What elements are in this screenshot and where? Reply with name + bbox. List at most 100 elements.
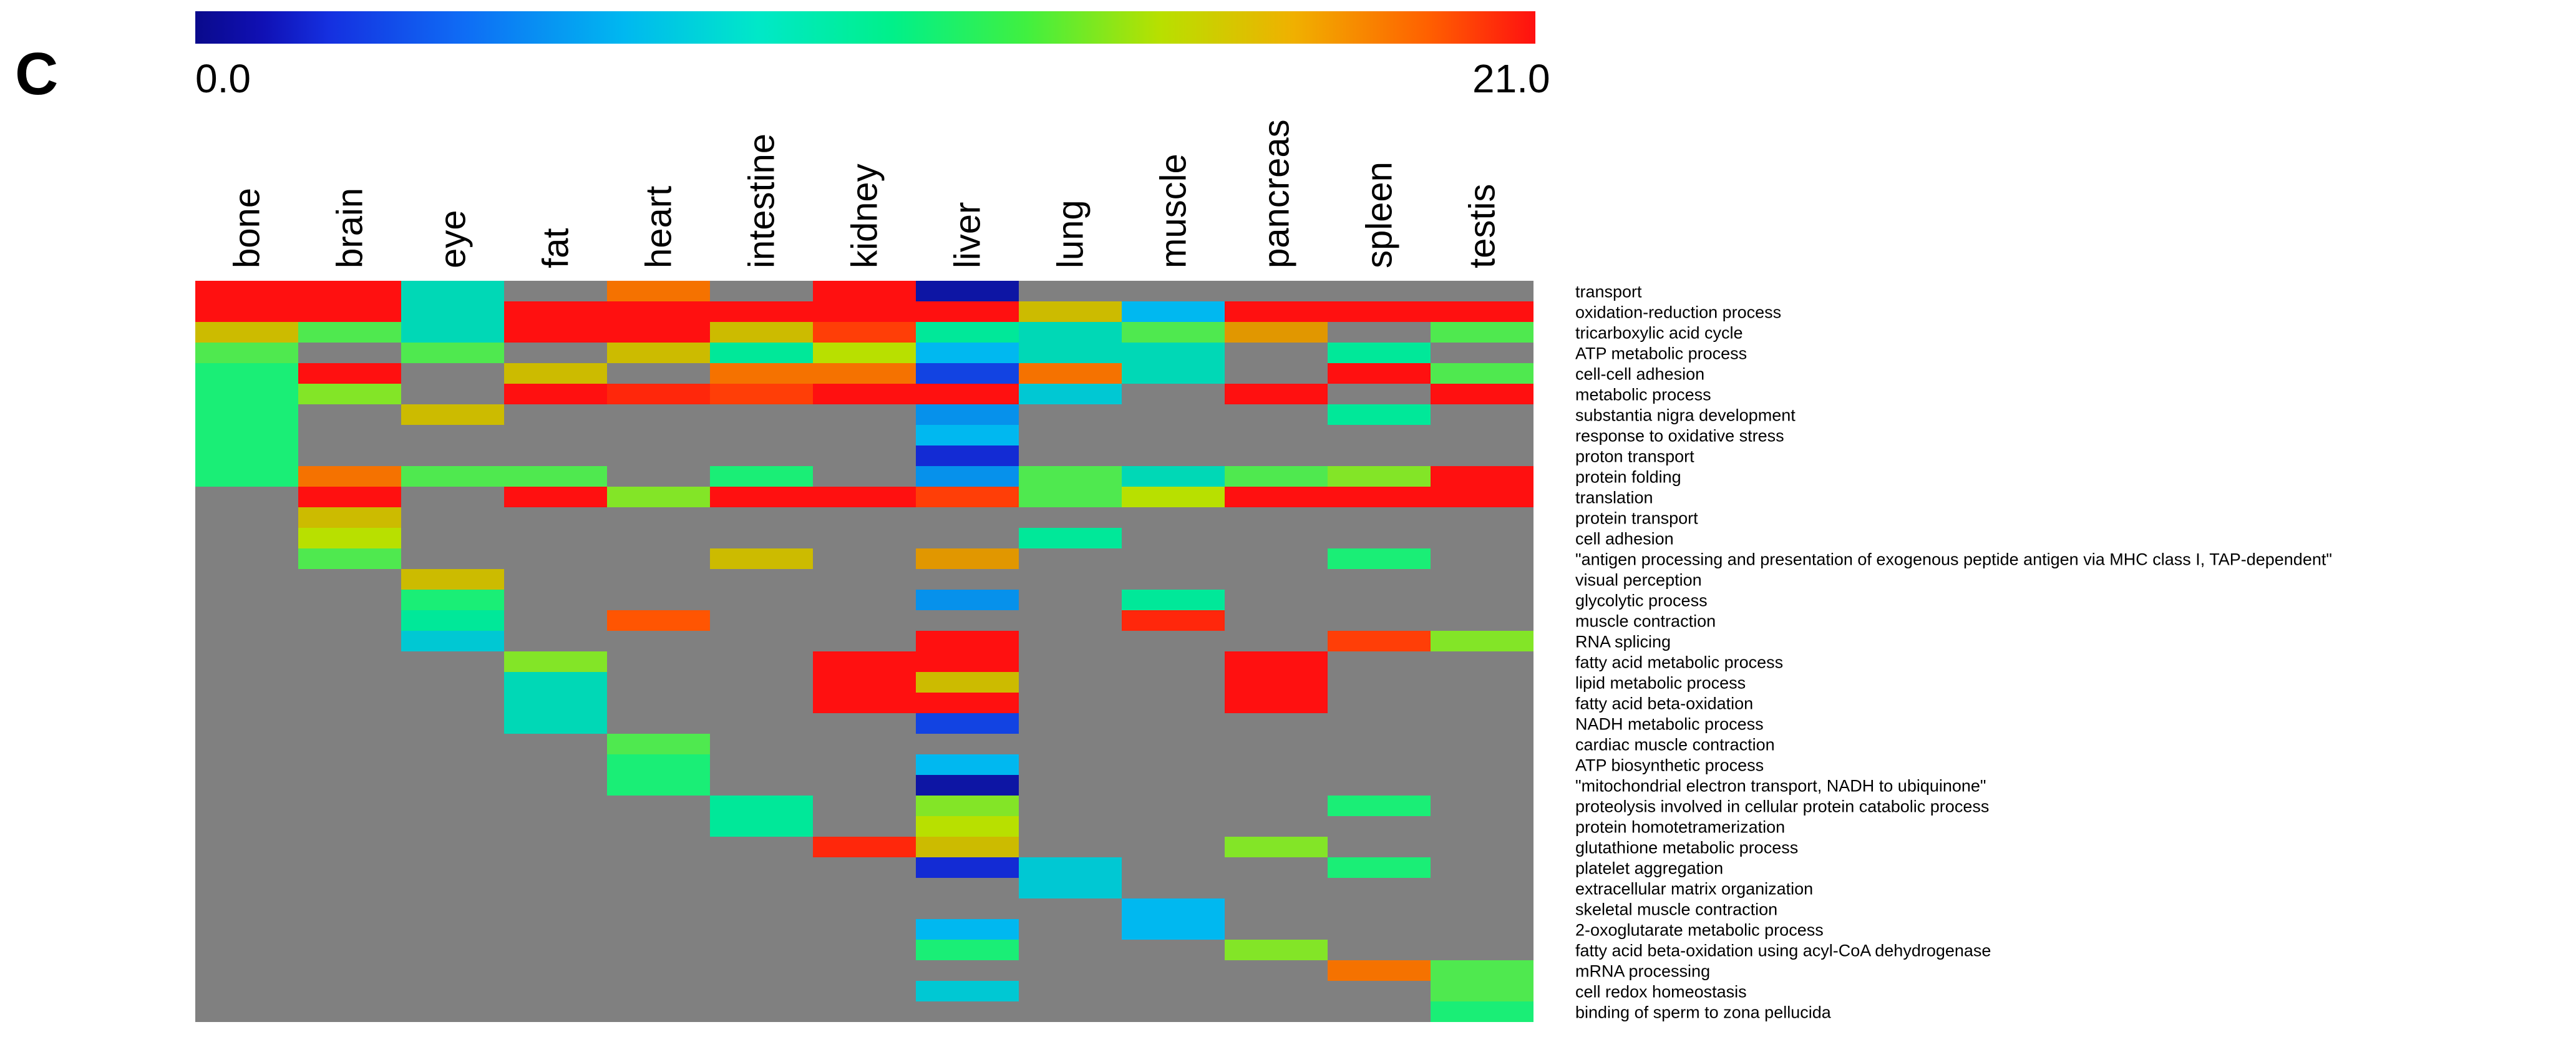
row-label: 2-oxoglutarate metabolic process <box>1575 921 1824 940</box>
heatmap-cell <box>1328 363 1431 384</box>
heatmap-cell <box>1328 796 1431 816</box>
row-label: protein folding <box>1575 468 1681 487</box>
heatmap-cell <box>504 322 607 343</box>
column-label: kidney <box>845 163 885 268</box>
heatmap-cell <box>401 281 504 301</box>
heatmap-cell <box>813 672 916 693</box>
row-label: glutathione metabolic process <box>1575 839 1798 857</box>
heatmap-cell <box>916 796 1019 816</box>
heatmap-cell <box>1225 651 1328 672</box>
heatmap-cell <box>710 322 813 343</box>
heatmap-cell <box>1328 631 1431 651</box>
heatmap-cell <box>1019 363 1122 384</box>
heatmap-cell <box>1019 384 1122 404</box>
heatmap-cell <box>710 363 813 384</box>
heatmap-cell <box>1431 960 1533 981</box>
row-label: mRNA processing <box>1575 962 1710 981</box>
heatmap-cell <box>1431 363 1533 384</box>
heatmap-cell <box>504 466 607 487</box>
row-label: oxidation-reduction process <box>1575 303 1781 322</box>
heatmap-cell <box>916 919 1019 940</box>
row-label: glycolytic process <box>1575 592 1708 610</box>
heatmap-cell <box>1122 301 1225 322</box>
heatmap-cell <box>916 548 1019 569</box>
heatmap-cell <box>710 548 813 569</box>
heatmap-cell <box>607 775 710 796</box>
heatmap-cell <box>1431 981 1533 1001</box>
heatmap-cell <box>401 631 504 651</box>
heatmap-cell <box>1225 322 1328 343</box>
heatmap-cell <box>1019 343 1122 363</box>
heatmap-cell <box>916 837 1019 857</box>
heatmap-cell <box>813 322 916 343</box>
heatmap-cell <box>916 651 1019 672</box>
column-label: muscle <box>1154 153 1194 268</box>
heatmap-cell <box>1019 322 1122 343</box>
row-label: ATP metabolic process <box>1575 344 1747 363</box>
column-label: testis <box>1462 184 1503 268</box>
column-label: brain <box>330 188 371 268</box>
heatmap-cell <box>1019 857 1122 878</box>
heatmap-cell <box>1019 878 1122 898</box>
heatmap-cell <box>813 343 916 363</box>
heatmap-cell <box>607 281 710 301</box>
column-label: spleen <box>1359 162 1400 268</box>
heatmap-cell <box>298 507 401 528</box>
heatmap-cell <box>916 981 1019 1001</box>
heatmap-cell <box>195 301 298 322</box>
heatmap-cell <box>195 445 298 466</box>
heatmap-cell <box>1122 610 1225 631</box>
heatmap-cell <box>916 363 1019 384</box>
heatmap-cell <box>1019 487 1122 507</box>
heatmap-cell <box>1328 857 1431 878</box>
heatmap-cell <box>1225 672 1328 693</box>
heatmap-cell <box>298 487 401 507</box>
heatmap-cell <box>1122 322 1225 343</box>
heatmap-cell <box>504 672 607 693</box>
row-label: proteolysis involved in cellular protein… <box>1575 797 1989 816</box>
column-label: lung <box>1051 200 1091 268</box>
heatmap-cell <box>813 837 916 857</box>
heatmap-cell <box>916 590 1019 610</box>
row-label: metabolic process <box>1575 386 1711 404</box>
heatmap-cell <box>195 281 298 301</box>
heatmap-cell <box>195 466 298 487</box>
column-label: heart <box>639 186 679 268</box>
row-label: "mitochondrial electron transport, NADH … <box>1575 777 1986 796</box>
heatmap-cell <box>710 487 813 507</box>
heatmap-cell <box>401 569 504 590</box>
heatmap-cell <box>1122 466 1225 487</box>
column-label: pancreas <box>1256 119 1297 268</box>
row-label: fatty acid beta-oxidation <box>1575 694 1753 713</box>
row-label: response to oxidative stress <box>1575 427 1784 445</box>
heatmap-cell <box>916 281 1019 301</box>
row-label: proton transport <box>1575 447 1694 466</box>
heatmap-cell <box>607 301 710 322</box>
heatmap-cell <box>916 343 1019 363</box>
heatmap-cell <box>916 487 1019 507</box>
heatmap-cell <box>298 281 401 301</box>
heatmap-cell <box>401 322 504 343</box>
heatmap-cell <box>1122 363 1225 384</box>
heatmap-cell <box>298 363 401 384</box>
heatmap-cell <box>813 693 916 713</box>
heatmap-cell <box>1328 548 1431 569</box>
heatmap-cell <box>607 322 710 343</box>
heatmap-cell <box>298 322 401 343</box>
heatmap-cell <box>195 384 298 404</box>
heatmap-cell <box>1431 301 1533 322</box>
heatmap-cell <box>916 301 1019 322</box>
heatmap-cell <box>298 548 401 569</box>
heatmap-cell <box>916 631 1019 651</box>
heatmap-cell <box>1122 590 1225 610</box>
row-label: cell adhesion <box>1575 530 1674 548</box>
heatmap-cell <box>1225 301 1328 322</box>
heatmap-cell <box>1328 404 1431 425</box>
heatmap-cell <box>195 343 298 363</box>
row-label: fatty acid metabolic process <box>1575 653 1783 672</box>
heatmap-cell <box>195 404 298 425</box>
row-label: cell-cell adhesion <box>1575 365 1704 384</box>
color-scale-min-label: 0.0 <box>195 56 251 101</box>
